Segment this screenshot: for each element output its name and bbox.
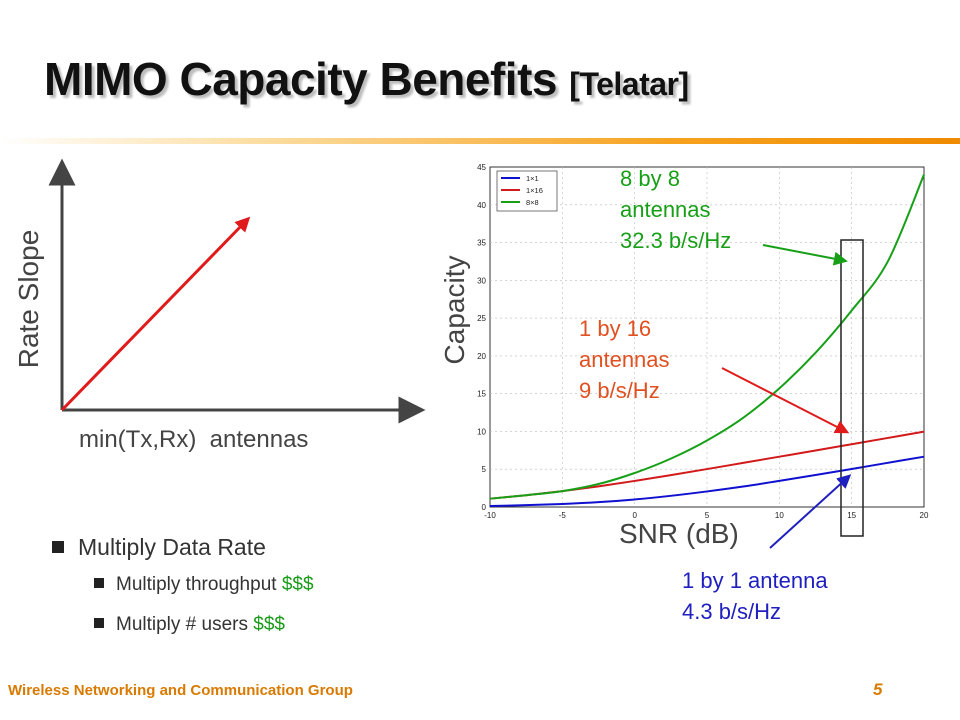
y-tick-label: 30 [477, 276, 486, 285]
y-tick-label: 35 [477, 239, 486, 248]
annotation-8x8-line1: 8 by 8 [620, 166, 680, 191]
y-tick-label: 25 [477, 314, 486, 323]
bullet-users-text: Multiply # users [116, 614, 254, 635]
bullet-multiply-data-rate: Multiply Data Rate [52, 534, 266, 561]
bullet-users: Multiply # users $$$ [94, 614, 285, 636]
snr-15db-highlight-box [840, 239, 864, 537]
annotation-1x16-line2: antennas [579, 347, 670, 372]
bullet-throughput-money: $$$ [281, 574, 314, 595]
y-tick-label: 20 [477, 352, 486, 361]
x-tick-label: 5 [705, 511, 710, 520]
annotation-1x1: 1 by 1 antenna 4.3 b/s/Hz [682, 565, 828, 627]
annotation-8x8-line3: 32.3 b/s/Hz [620, 228, 732, 253]
annotation-1x1-line1: 1 by 1 antenna [682, 568, 828, 593]
x-tick-labels: -10 -5 0 5 10 15 20 [484, 511, 929, 520]
capacity-axis-label: Capacity [439, 255, 470, 365]
legend-label: 1×16 [526, 186, 543, 195]
x-tick-label: 0 [632, 511, 637, 520]
bullet-square-icon [52, 541, 64, 553]
bullet-throughput-text: Multiply throughput [116, 574, 282, 595]
legend-label: 1×1 [526, 174, 539, 183]
series-line-2 [489, 174, 925, 500]
concept-xlabel-part2: antennas [209, 426, 309, 453]
arrow-8x8 [762, 244, 848, 266]
series-line-0 [489, 455, 925, 507]
y-tick-label: 0 [482, 503, 487, 512]
slide-title: MIMO Capacity Benefits [Telatar] [44, 52, 689, 106]
concept-xlabel: min(Tx,Rx) antennas [79, 426, 308, 454]
annotation-1x1-line2: 4.3 b/s/Hz [682, 599, 782, 624]
x-tick-label: 10 [775, 511, 784, 520]
title-underline [0, 138, 960, 144]
bullet-throughput: Multiply throughput $$$ [94, 574, 314, 596]
x-tick-label: -10 [484, 511, 496, 520]
bullet-users-money: $$$ [253, 614, 285, 635]
capacity-chart: -10 -5 0 5 10 15 20 0 5 10 15 20 25 30 35 40 45 1×1 1×16… [477, 163, 929, 537]
y-tick-label: 5 [482, 465, 487, 474]
x-tick-label: 15 [847, 511, 856, 520]
annotation-1x16-line3: 9 b/s/Hz [579, 378, 660, 403]
y-tick-label: 45 [477, 163, 486, 172]
annotation-1x16-line1: 1 by 16 [579, 316, 652, 341]
chart-legend: 1×1 1×16 8×8 [496, 170, 558, 212]
legend-label: 8×8 [526, 198, 539, 207]
concept-xlabel-part1: min(Tx,Rx) [79, 426, 197, 453]
annotation-8x8: 8 by 8 antennas 32.3 b/s/Hz [620, 163, 731, 256]
y-tick-label: 15 [477, 390, 486, 399]
rate-slope-arrow [60, 216, 251, 412]
snr-axis-label: SNR (dB) [619, 518, 739, 549]
rate-slope-label: Rate Slope [13, 229, 44, 369]
x-tick-label: 20 [920, 511, 929, 520]
page-number: 5 [873, 680, 883, 699]
bullet-main-text: Multiply Data Rate [78, 534, 266, 560]
footer-group-name: Wireless Networking and Communication Gr… [8, 682, 353, 699]
arrow-1x16 [721, 367, 850, 434]
x-tick-label: -5 [559, 511, 567, 520]
annotation-8x8-line2: antennas [620, 197, 711, 222]
y-tick-label: 10 [477, 427, 486, 436]
bullet-square-icon [94, 618, 104, 628]
concept-plot [48, 158, 426, 424]
y-tick-labels: 0 5 10 15 20 25 30 35 40 45 [477, 163, 486, 512]
y-tick-label: 40 [477, 201, 486, 210]
arrow-1x1 [769, 474, 852, 549]
annotation-1x16: 1 by 16 antennas 9 b/s/Hz [579, 313, 670, 406]
title-reference: [Telatar] [569, 66, 689, 102]
bullet-square-icon [94, 578, 104, 588]
chart-series [489, 174, 925, 507]
title-main: MIMO Capacity Benefits [44, 53, 558, 105]
